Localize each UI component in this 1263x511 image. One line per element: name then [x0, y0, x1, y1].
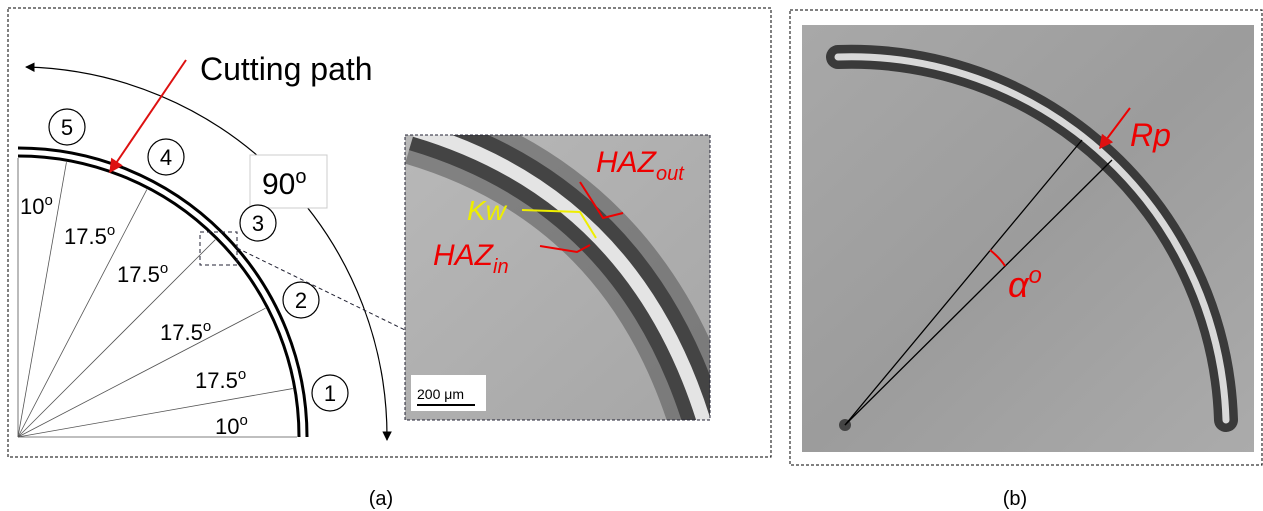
haz-out-sub: out [656, 163, 685, 185]
angle-value: 17.5 [160, 320, 203, 345]
zone-label: 2 [295, 288, 307, 313]
sweep-sup: o [295, 166, 306, 188]
cutting-path-label: Cutting path [200, 51, 373, 87]
angle-label: 17.5o [64, 222, 115, 249]
angle-sup: o [238, 366, 246, 383]
page: {"panel_a": { "cutting_path": "Cutting p… [0, 0, 1263, 511]
scale-label: 200 μm [417, 386, 464, 402]
angle-value: 10 [20, 194, 44, 219]
figure: 90o Cutting path 12345 10o17.5o17.5o17.5… [0, 0, 1263, 511]
zone-label: 5 [61, 115, 73, 140]
kw-label: Kw [467, 195, 508, 226]
angle-value: 17.5 [117, 262, 160, 287]
angle-sup: o [44, 192, 52, 209]
zones: 1 2 3 4 5 [49, 109, 348, 411]
angle-label: 17.5o [195, 366, 246, 393]
caption-a: (a) [369, 488, 393, 510]
angle-sup: o [239, 412, 247, 429]
haz-in-base: HAZ [433, 239, 495, 272]
angle-value: 17.5 [64, 224, 107, 249]
alpha-base: α [1008, 264, 1030, 305]
angle-sup: o [107, 222, 115, 239]
angle-value: 10 [215, 414, 239, 439]
rp-label: Rp [1130, 117, 1171, 153]
zone-label: 3 [252, 211, 264, 236]
angle-label: 10o [20, 192, 53, 219]
zone-label: 1 [324, 381, 336, 406]
haz-out-base: HAZ [596, 146, 658, 179]
angle-sup: o [203, 318, 211, 335]
angle-sup: o [160, 260, 168, 277]
zone-label: 4 [160, 145, 172, 170]
angle-value: 17.5 [195, 368, 238, 393]
angle-label: 17.5o [117, 260, 168, 287]
alpha-sup: o [1029, 262, 1042, 289]
angle-label: 17.5o [160, 318, 211, 345]
caption-b: (b) [1003, 488, 1027, 510]
angle-label: 10o [215, 412, 248, 439]
haz-in-sub: in [493, 256, 509, 278]
sweep-value: 90 [262, 168, 295, 201]
